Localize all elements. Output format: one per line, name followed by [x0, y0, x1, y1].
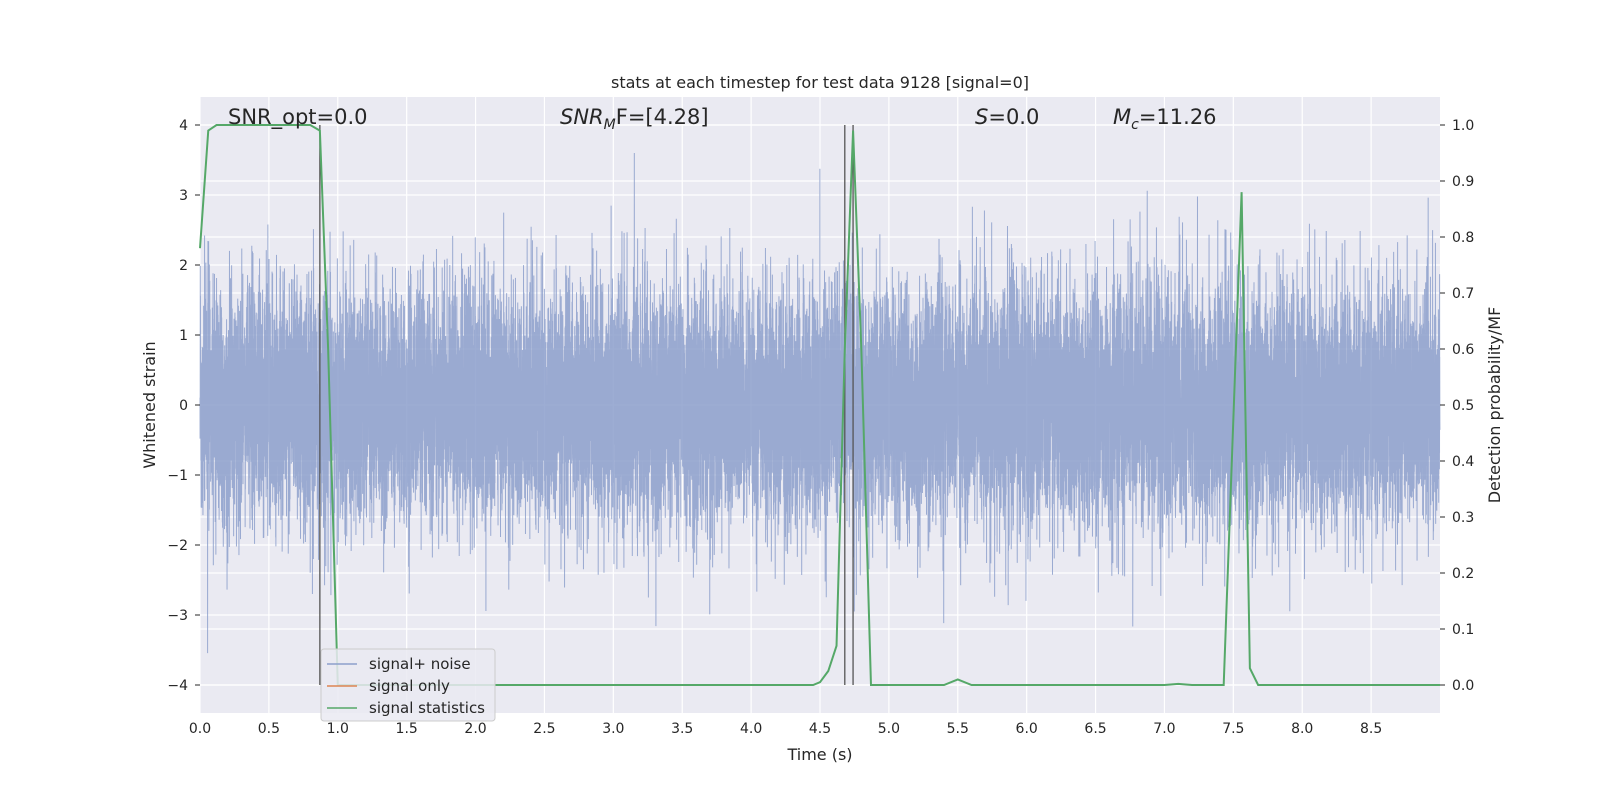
x-tick-label: 0.0 — [189, 721, 211, 737]
legend-label-signal-noise: signal+ noise — [369, 655, 471, 673]
y2-tick-label: 0.2 — [1452, 566, 1474, 582]
y2-tick-label: 1.0 — [1452, 118, 1474, 134]
x-tick-label: 1.5 — [396, 721, 418, 737]
signal-noise-line — [199, 152, 1441, 654]
annotation-s: S=0.0 — [975, 105, 1039, 129]
x-tick-label: 4.0 — [740, 721, 762, 737]
chart-title: stats at each timestep for test data 912… — [611, 73, 1029, 92]
series-signal-noise — [199, 152, 1441, 654]
x-axis-label: Time (s) — [786, 745, 852, 764]
y-tick-label: −3 — [167, 608, 188, 624]
y2-axis-label: Detection probability/MF — [1485, 307, 1504, 504]
mc-value: =11.26 — [1139, 105, 1217, 129]
x-tick-label: 0.5 — [258, 721, 280, 737]
series-signal-statistics — [199, 124, 1440, 686]
x-tick-label: 4.5 — [809, 721, 831, 737]
annotation-snr-mf: SNRMF=[4.28] — [560, 105, 709, 133]
y2-tick-label: 0.4 — [1452, 454, 1474, 470]
x-tick-label: 2.0 — [464, 721, 486, 737]
snr-mf-sub: M — [604, 117, 616, 133]
x-tick-label: 7.0 — [1153, 721, 1175, 737]
x-tick-label: 2.5 — [533, 721, 555, 737]
legend: signal+ noise signal only signal statist… — [320, 648, 496, 722]
legend-label-signal-statistics: signal statistics — [369, 699, 485, 717]
y-tick-label: −2 — [167, 538, 188, 554]
y-tick-label: −4 — [167, 678, 188, 694]
y2-tick-label: 0.6 — [1452, 342, 1474, 358]
y-tick-label: −1 — [167, 468, 188, 484]
x-tick-label: 1.0 — [327, 721, 349, 737]
legend-label-signal-only: signal only — [369, 677, 450, 695]
s-var: S — [975, 105, 988, 129]
y-tick-label: 4 — [179, 118, 188, 134]
x-tick-label: 5.5 — [947, 721, 969, 737]
y2-tick-label: 0.9 — [1452, 174, 1474, 190]
snr-mf-prefix: SNR — [560, 105, 604, 129]
annotation-snr-opt: SNR_opt=0.0 — [228, 105, 368, 130]
x-tick-label: 7.5 — [1222, 721, 1244, 737]
y-tick-label: 1 — [179, 328, 188, 344]
y2-tick-label: 0.5 — [1452, 398, 1474, 414]
x-tick-label: 5.0 — [878, 721, 900, 737]
x-tick-label: 6.0 — [1016, 721, 1038, 737]
x-tick-label: 8.5 — [1360, 721, 1382, 737]
mc-sub: c — [1131, 117, 1139, 133]
y2-tick-label: 0.1 — [1452, 622, 1474, 638]
s-value: =0.0 — [988, 105, 1039, 129]
y-tick-label: 0 — [179, 398, 188, 414]
signal-statistics-line — [199, 124, 1440, 686]
y-tick-label: 2 — [179, 258, 188, 274]
x-tick-label: 3.5 — [671, 721, 693, 737]
y2-tick-label: 0.3 — [1452, 510, 1474, 526]
legend-box — [320, 648, 496, 722]
y2-tick-label: 0.8 — [1452, 230, 1474, 246]
y2-tick-label: 0.0 — [1452, 678, 1474, 694]
y-axis-label: Whitened strain — [140, 341, 159, 468]
mc-var: M — [1113, 105, 1131, 129]
annotation-mc: Mc=11.26 — [1113, 105, 1217, 133]
x-tick-label: 3.0 — [602, 721, 624, 737]
x-tick-label: 6.5 — [1084, 721, 1106, 737]
vertical-markers — [319, 125, 854, 685]
y-tick-label: 3 — [179, 188, 188, 204]
snr-mf-suffix: F=[4.28] — [616, 105, 709, 129]
x-tick-label: 8.0 — [1291, 721, 1313, 737]
axis-ticks: 0.0 0.5 1.0 1.5 2.0 2.5 3.0 3.5 4.0 4.5 5.0 5.5 6.0 6… — [167, 118, 1474, 737]
y2-tick-label: 0.7 — [1452, 286, 1474, 302]
